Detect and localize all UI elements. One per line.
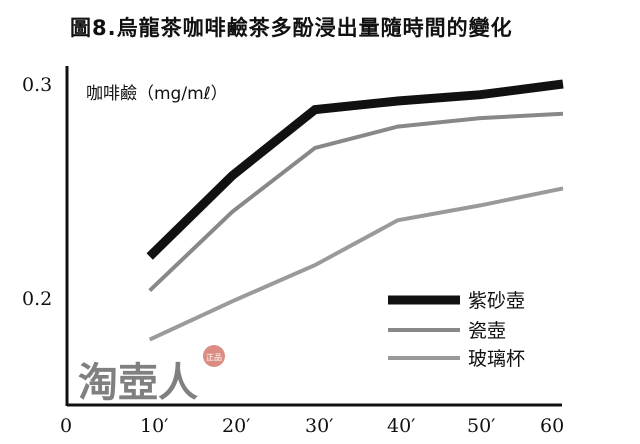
watermark-logo: 淘壺人 正品 — [78, 345, 225, 406]
legend-item-1: 瓷壺 — [388, 320, 506, 342]
legend-item-2: 玻璃杯 — [388, 348, 525, 370]
legend-label: 瓷壺 — [468, 320, 506, 342]
x-tick-label: 60 — [540, 415, 564, 437]
legend-item-0: 紫砂壺 — [388, 290, 525, 312]
y-axis-label: 咖啡鹼（mg/mℓ） — [86, 84, 228, 104]
watermark-text: 淘壺人 — [78, 359, 198, 406]
y-tick-labels: 0.3 0.2 — [22, 74, 52, 310]
x-tick-label: 10′ — [140, 415, 169, 437]
seal-text: 正品 — [206, 353, 222, 362]
legend-label: 紫砂壺 — [468, 290, 525, 312]
legend-label: 玻璃杯 — [468, 348, 525, 370]
series-line-1 — [148, 111, 564, 293]
x-tick-label: 30′ — [305, 415, 334, 437]
x-tick-label: 20′ — [222, 415, 251, 437]
x-tick-labels: 0 10′ 20′ 30′ 40′ 50′ 60 — [60, 415, 564, 437]
series-line-2 — [148, 186, 564, 342]
series-line-0 — [146, 79, 564, 260]
y-tick-label: 0.2 — [22, 288, 52, 310]
x-tick-label: 50′ — [467, 415, 496, 437]
legend: 紫砂壺 瓷壺 玻璃杯 — [388, 290, 525, 370]
series-layer — [146, 79, 564, 342]
x-tick-label: 40′ — [387, 415, 416, 437]
x-tick-label: 0 — [60, 415, 72, 437]
chart-title: 圖8.烏龍茶咖啡鹼茶多酚浸出量隨時間的變化 — [70, 16, 513, 40]
y-tick-label: 0.3 — [22, 74, 52, 96]
seal-stamp-icon — [203, 345, 225, 367]
